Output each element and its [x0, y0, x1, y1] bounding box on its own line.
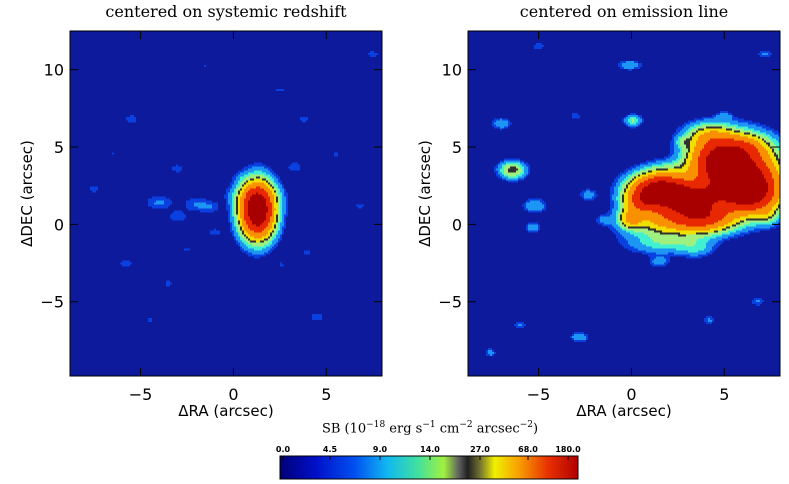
- x-tick-label: 0: [626, 385, 636, 404]
- colorbar: 0.0 4.5 9.0 14.0 27.0 68.0 180.0: [276, 445, 581, 480]
- colorbar-tick-label: 0.0: [276, 445, 291, 454]
- colorbar-tick-label: 4.5: [323, 445, 338, 454]
- left-panel: −5 0 5 −5 0 5 10 ΔRA (arcsec) ΔDEC (arcsec): [18, 30, 383, 420]
- y-axis-label: ΔDEC (arcsec): [416, 140, 434, 247]
- x-axis-label: ΔRA (arcsec): [576, 402, 671, 420]
- x-tick-label: 5: [321, 385, 331, 404]
- y-tick-label: 5: [452, 138, 462, 157]
- right-panel: −5 0 5 −5 0 5 10 ΔRA (arcsec) ΔDEC (arcsec): [416, 30, 781, 420]
- x-tick-label: −5: [527, 385, 551, 404]
- y-tick-label: 10: [442, 61, 462, 80]
- y-tick-label: 10: [44, 61, 64, 80]
- x-tick-label: 0: [228, 385, 238, 404]
- y-axis-label: ΔDEC (arcsec): [18, 140, 36, 247]
- left-panel-title: centered on systemic redshift: [105, 2, 347, 21]
- colorbar-tick-label: 9.0: [373, 445, 388, 454]
- y-tick-label: −5: [40, 293, 64, 312]
- surface-brightness-map: [468, 31, 780, 376]
- colorbar-tick-label: 14.0: [420, 445, 440, 454]
- plot-frame: [69, 30, 383, 377]
- colorbar-tick-label: 27.0: [470, 445, 490, 454]
- colorbar-tick-label: 68.0: [518, 445, 538, 454]
- y-tick-label: −5: [438, 293, 462, 312]
- y-tick-label: 5: [54, 138, 64, 157]
- plot-frame: [467, 30, 781, 377]
- x-tick-label: −5: [129, 385, 153, 404]
- x-axis-label: ΔRA (arcsec): [178, 402, 273, 420]
- x-tick-label: 5: [719, 385, 729, 404]
- right-panel-title: centered on emission line: [519, 2, 729, 21]
- colorbar-tick-label: 180.0: [555, 445, 581, 454]
- colorbar-gradient: [279, 455, 579, 480]
- surface-brightness-map: [70, 31, 382, 376]
- y-tick-label: 0: [54, 215, 64, 234]
- colorbar-title: SB (10−18 erg s−1 cm−2 arcsec−2): [321, 420, 539, 437]
- y-tick-label: 0: [452, 215, 462, 234]
